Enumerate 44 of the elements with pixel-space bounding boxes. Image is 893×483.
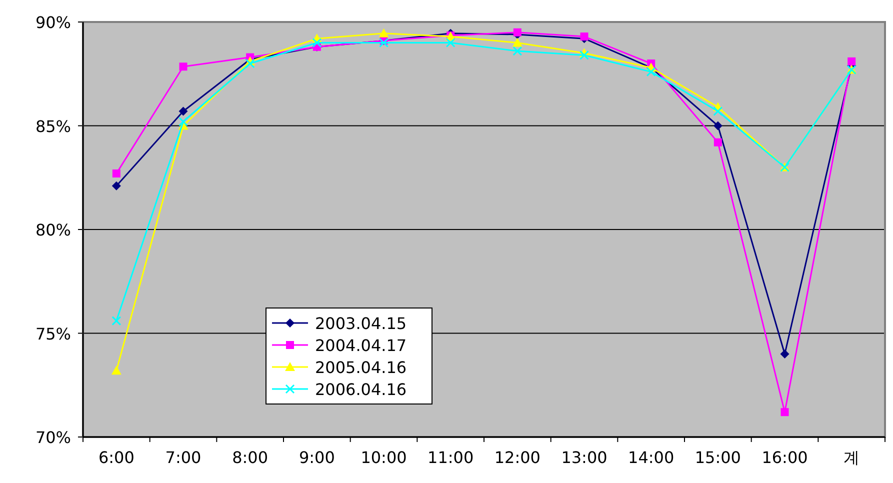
x-tick-label: 15:00 bbox=[694, 448, 741, 467]
y-tick-label: 90% bbox=[35, 13, 71, 32]
legend-label: 2004.04.17 bbox=[315, 336, 407, 355]
x-tick-label: 16:00 bbox=[762, 448, 808, 467]
y-tick-label: 80% bbox=[35, 220, 71, 240]
point bbox=[512, 38, 522, 47]
x-tick-label: 계 bbox=[844, 448, 860, 467]
point bbox=[312, 38, 322, 48]
point bbox=[378, 28, 389, 38]
y-tick-label: 75% bbox=[35, 324, 71, 344]
x-tick-label: 14:00 bbox=[628, 448, 674, 467]
point bbox=[580, 50, 589, 60]
point bbox=[714, 138, 722, 146]
point bbox=[780, 408, 789, 416]
point bbox=[179, 62, 188, 71]
x-tick-label: 6:00 bbox=[98, 448, 134, 467]
point bbox=[112, 316, 122, 326]
point bbox=[112, 169, 120, 178]
point bbox=[178, 106, 188, 116]
x-tick-label: 9:00 bbox=[298, 448, 335, 467]
x-tick-label: 10:00 bbox=[360, 448, 407, 467]
point bbox=[646, 67, 656, 77]
point bbox=[848, 57, 856, 66]
point bbox=[446, 38, 456, 48]
point bbox=[112, 181, 121, 190]
y-tick-label: 85% bbox=[35, 116, 71, 136]
x-tick-label: 13:00 bbox=[561, 448, 608, 467]
legend-label: 2003.04.15 bbox=[315, 314, 407, 333]
point bbox=[245, 58, 255, 68]
legend-label: 2006.04.16 bbox=[315, 380, 407, 399]
point bbox=[178, 116, 188, 126]
x-tick-label: 8:00 bbox=[232, 448, 268, 467]
point bbox=[713, 106, 723, 116]
legend-label: 2005.04.16 bbox=[315, 358, 407, 377]
point bbox=[512, 46, 522, 56]
y-tick-label: 70% bbox=[35, 428, 71, 447]
x-tick-label: 7:00 bbox=[165, 448, 202, 467]
point bbox=[111, 366, 122, 375]
point bbox=[580, 32, 588, 41]
x-tick-label: 11:00 bbox=[428, 448, 474, 467]
x-tick-label: 12:00 bbox=[494, 448, 540, 467]
point bbox=[780, 350, 790, 358]
point bbox=[713, 121, 722, 130]
point bbox=[513, 28, 522, 36]
